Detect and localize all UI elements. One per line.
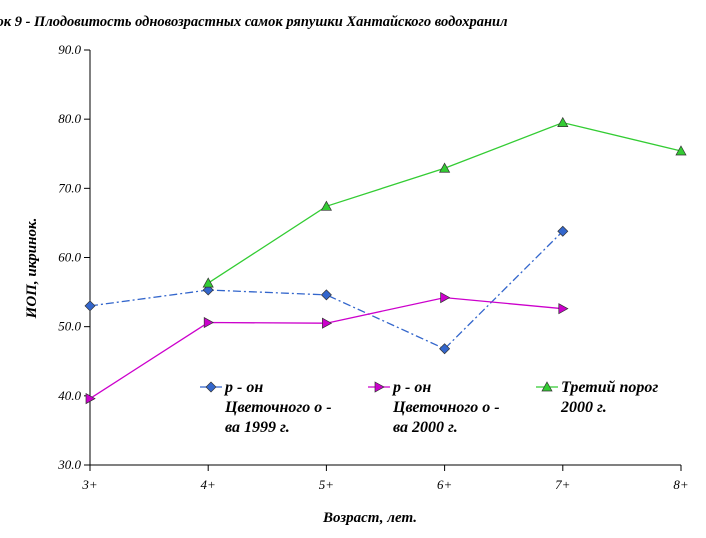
y-tick-label: 90.0 [58,42,81,57]
x-tick-label: 6+ [437,477,452,492]
series-marker [439,162,451,173]
series-line [89,230,564,350]
series-layer [84,116,687,405]
legend-label: Третий порог [561,379,658,396]
legend-label: р - он [223,379,263,396]
y-tick-label: 80.0 [58,111,81,126]
y-axis-label: ИОП, икринок. [24,218,40,320]
y-tick-label: 50.0 [58,319,81,334]
x-tick-label: 7+ [555,477,570,492]
series-3 [202,116,687,288]
series-marker [675,145,687,156]
series-marker [541,381,553,392]
series-marker [320,289,332,301]
axes: 30.0 40.0 50.0 60.0 70.0 80.0 90.0 3+ 4+ 5+ 6+ 7+ 8+ [57,42,688,492]
legend-item-1: р - он Цветочного о - ва 1999 г. [200,379,332,436]
series-line [89,296,563,400]
x-axis-label: Возраст, лет. [322,510,417,526]
legend-label: ва 2000 г. [393,419,458,436]
series-marker [557,116,569,127]
y-tick-label: 30.0 [57,457,81,472]
series-marker [203,316,214,329]
legend-label: ва 1999 г. [225,419,290,436]
y-tick-label: 70.0 [58,180,81,195]
series-marker [557,225,569,237]
series-marker [440,292,451,304]
series-marker [85,393,96,405]
series-1 [84,225,569,355]
legend-item-3: Третий порог 2000 г. [536,379,658,416]
legend-item-2: р - он Цветочного о - ва 2000 г. [368,379,500,436]
y-tick-label: 60.0 [58,250,81,265]
y-tick-label: 40.0 [58,388,81,403]
chart-title: унок 9 - Плодовитость одновозрастных сам… [0,14,508,30]
x-tick-label: 3+ [81,477,97,492]
series-marker [202,277,214,288]
series-2 [85,292,569,405]
legend-label: Цветочного о - [392,399,500,416]
series-marker [84,300,96,312]
legend-label: 2000 г. [560,399,607,416]
series-marker [558,303,569,315]
series-marker [205,381,217,393]
x-tick-label: 4+ [201,477,216,492]
series-marker [202,284,214,296]
x-tick-label: 8+ [673,477,688,492]
series-marker [320,200,332,211]
series-marker [322,317,333,329]
legend: р - он Цветочного о - ва 1999 г. р - он Цвет… [200,379,658,436]
legend-label: р - он [391,379,431,396]
series-line [207,121,682,284]
series-marker [439,343,451,355]
legend-label: Цветочного о - [224,399,332,416]
x-tick-label: 5+ [319,477,334,492]
series-marker [374,381,385,393]
